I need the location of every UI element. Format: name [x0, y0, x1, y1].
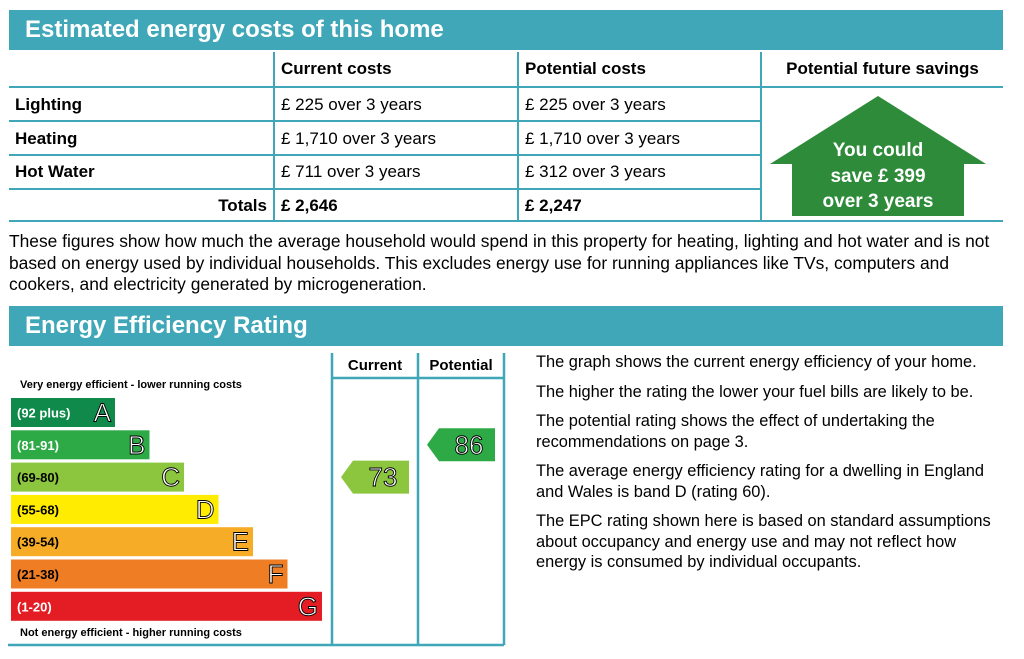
hot-water-current-cost: £ 711 over 3 years [281, 162, 421, 181]
energy-costs-table: Current costs Potential costs Potential … [9, 52, 1003, 222]
band-c-range: (69-80) [17, 470, 59, 485]
band-a-letter: A [94, 398, 112, 428]
column-current-label: Current [348, 357, 402, 374]
explanation-3: The potential rating shows the effect of… [536, 412, 935, 451]
band-f-bar [11, 559, 288, 589]
rating-section-title: Energy Efficiency Rating [9, 306, 1003, 346]
heating-current-cost: £ 1,710 over 3 years [281, 129, 436, 148]
header-potential-savings: Potential future savings [786, 59, 979, 78]
band-g-range: (1-20) [17, 599, 52, 614]
band-b-range: (81-91) [17, 438, 59, 453]
band-d-letter: D [196, 494, 215, 524]
band-e-range: (39-54) [17, 535, 59, 550]
explanation-1: The graph shows the current energy effic… [536, 353, 977, 371]
savings-message: You could save £ 399 over 3 years [770, 138, 986, 215]
column-potential-label: Potential [429, 357, 492, 374]
totals-potential-cost: £ 2,247 [525, 196, 582, 215]
band-e-bar [11, 527, 253, 557]
costs-section-title: Estimated energy costs of this home [9, 10, 1003, 50]
explanation-4: The average energy efficiency rating for… [536, 462, 984, 501]
header-current-costs: Current costs [281, 59, 392, 78]
row-label-hot-water: Hot Water [15, 162, 95, 181]
band-c-letter: C [161, 462, 180, 492]
explanation-2: The higher the rating the lower your fue… [536, 382, 974, 401]
savings-line-2: save £ 399 [830, 165, 926, 187]
header-potential-costs: Potential costs [525, 59, 646, 78]
savings-line-1: You could [832, 140, 924, 161]
band-a-range: (92 plus) [17, 406, 70, 421]
band-b-letter: B [128, 430, 145, 460]
lighting-potential-cost: £ 225 over 3 years [525, 95, 666, 114]
current-rating-arrow [341, 460, 409, 494]
band-d-bar [11, 494, 219, 524]
hot-water-potential-cost: £ 312 over 3 years [525, 162, 666, 181]
band-g-letter: G [298, 591, 318, 621]
band-g-bar [11, 591, 322, 621]
band-c-bar [11, 462, 184, 492]
potential-rating-value: 86 [455, 430, 484, 460]
energy-rating-chart: Current Potential Very energy efficient … [8, 353, 506, 647]
band-f-letter: F [268, 559, 284, 589]
savings-house-icon [770, 96, 986, 216]
band-d-range: (55-68) [17, 502, 59, 517]
costs-explanation: These figures show how much the average … [9, 231, 990, 294]
band-f-range: (21-38) [17, 567, 59, 582]
current-rating-value: 73 [369, 462, 398, 492]
totals-label: Totals [218, 196, 267, 215]
explanation-5: The EPC rating shown here is based on st… [536, 512, 991, 571]
row-label-lighting: Lighting [15, 95, 83, 114]
rating-explanations: The graph shows the current energy effic… [536, 352, 1006, 582]
heating-potential-cost: £ 1,710 over 3 years [525, 129, 680, 148]
lighting-current-cost: £ 225 over 3 years [281, 95, 422, 114]
top-efficiency-label: Very energy efficient - lower running co… [20, 379, 242, 391]
potential-rating-arrow [427, 428, 495, 462]
band-b-bar [11, 430, 150, 460]
totals-current-cost: £ 2,646 [281, 196, 338, 215]
row-label-heating: Heating [15, 129, 78, 148]
savings-line-3: over 3 years [822, 191, 934, 212]
band-a-bar [11, 398, 115, 427]
band-e-letter: E [232, 527, 249, 557]
bottom-efficiency-label: Not energy efficient - higher running co… [20, 627, 242, 639]
